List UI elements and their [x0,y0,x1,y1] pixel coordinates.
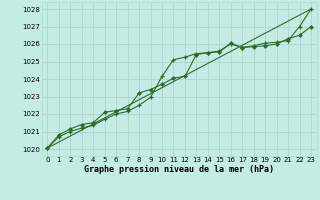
X-axis label: Graphe pression niveau de la mer (hPa): Graphe pression niveau de la mer (hPa) [84,165,274,174]
